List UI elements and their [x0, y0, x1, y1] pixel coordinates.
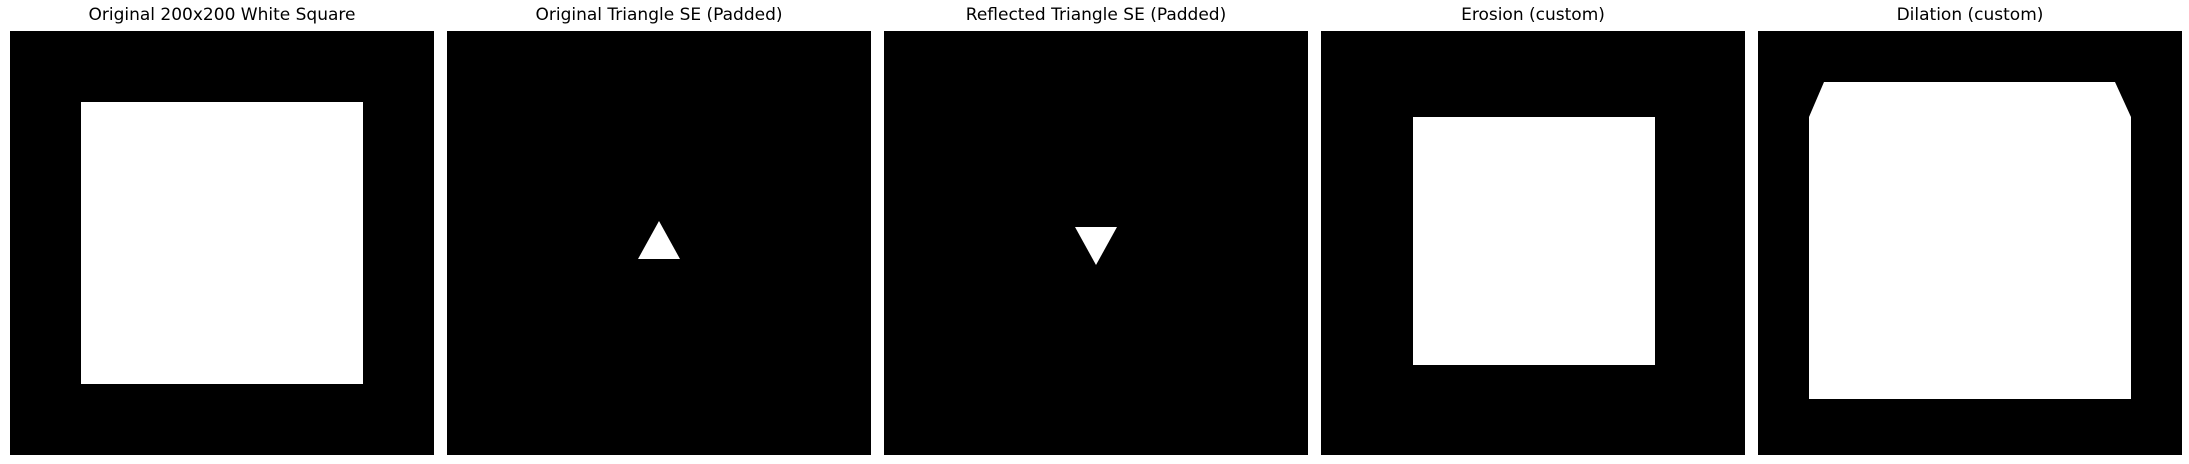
panel-original-square: Original 200x200 White Square — [10, 0, 434, 464]
panel-erosion: Erosion (custom) — [1321, 0, 1745, 464]
panel-title: Original Triangle SE (Padded) — [535, 5, 783, 25]
white-square — [81, 102, 363, 384]
reflected-triangle-se — [1075, 227, 1117, 265]
dilation-image — [1758, 31, 2182, 455]
erosion-image — [1321, 31, 1745, 455]
panel-title: Erosion (custom) — [1461, 5, 1605, 25]
triangle-se-image — [447, 31, 871, 455]
panel-title: Original 200x200 White Square — [88, 5, 356, 25]
reflected-triangle-se-image — [884, 31, 1308, 455]
dilated-square — [1809, 82, 2131, 399]
panel-dilation: Dilation (custom) — [1758, 0, 2182, 464]
triangle-se — [638, 221, 680, 259]
panel-reflected-triangle-se: Reflected Triangle SE (Padded) — [884, 0, 1308, 464]
panel-title: Reflected Triangle SE (Padded) — [965, 5, 1227, 25]
original-square-image — [10, 31, 434, 455]
eroded-square — [1413, 117, 1655, 365]
panel-title: Dilation (custom) — [1896, 5, 2044, 25]
panel-triangle-se: Original Triangle SE (Padded) — [447, 0, 871, 464]
